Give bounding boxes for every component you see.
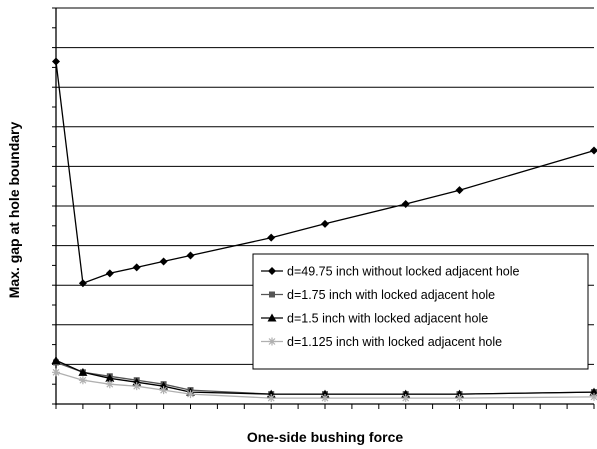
data-point	[78, 279, 87, 288]
data-point	[159, 257, 168, 266]
data-point	[52, 57, 60, 66]
x-axis-title: One-side bushing force	[247, 429, 404, 445]
series-line	[55, 61, 595, 285]
data-point	[267, 394, 276, 403]
data-point	[186, 251, 195, 260]
data-point	[105, 269, 114, 278]
data-point	[51, 355, 61, 364]
series-4	[52, 368, 597, 403]
legend-label: d=1.5 inch with locked adjacent hole	[287, 312, 488, 326]
legend-label: d=1.75 inch with locked adjacent hole	[287, 288, 495, 302]
legend-item: d=1.125 inch with locked adjacent hole	[261, 335, 502, 349]
axes	[52, 7, 595, 409]
series-1	[52, 57, 597, 288]
data-point	[105, 380, 114, 389]
grid-lines	[56, 7, 594, 365]
series-layer	[51, 57, 597, 403]
data-point	[455, 186, 464, 195]
data-point	[590, 146, 597, 155]
legend-marker	[268, 337, 276, 346]
legend-marker	[269, 291, 275, 298]
data-point	[186, 390, 195, 399]
data-point	[78, 376, 87, 385]
legend: d=49.75 inch without locked adjacent hol…	[252, 253, 589, 370]
legend-label: d=49.75 inch without locked adjacent hol…	[287, 265, 520, 279]
data-point	[105, 373, 115, 382]
data-point	[132, 263, 141, 272]
legend-item: d=1.5 inch with locked adjacent hole	[261, 312, 488, 326]
legend-item: d=1.75 inch with locked adjacent hole	[261, 288, 495, 302]
data-point	[455, 394, 464, 403]
y-axis-title: Max. gap at hole boundary	[6, 122, 22, 299]
data-point	[590, 392, 597, 401]
data-point	[401, 200, 410, 209]
data-point	[78, 367, 88, 376]
legend-item: d=49.75 inch without locked adjacent hol…	[261, 265, 520, 279]
data-point	[321, 394, 329, 403]
data-point	[52, 368, 60, 377]
data-point	[267, 233, 276, 242]
data-point	[401, 394, 410, 403]
legend-marker	[267, 313, 277, 322]
legend-label: d=1.125 inch with locked adjacent hole	[287, 335, 502, 349]
data-point	[321, 219, 329, 228]
legend-marker	[268, 267, 276, 275]
data-point	[132, 382, 141, 391]
data-point	[159, 386, 168, 395]
legend-box	[252, 253, 589, 370]
